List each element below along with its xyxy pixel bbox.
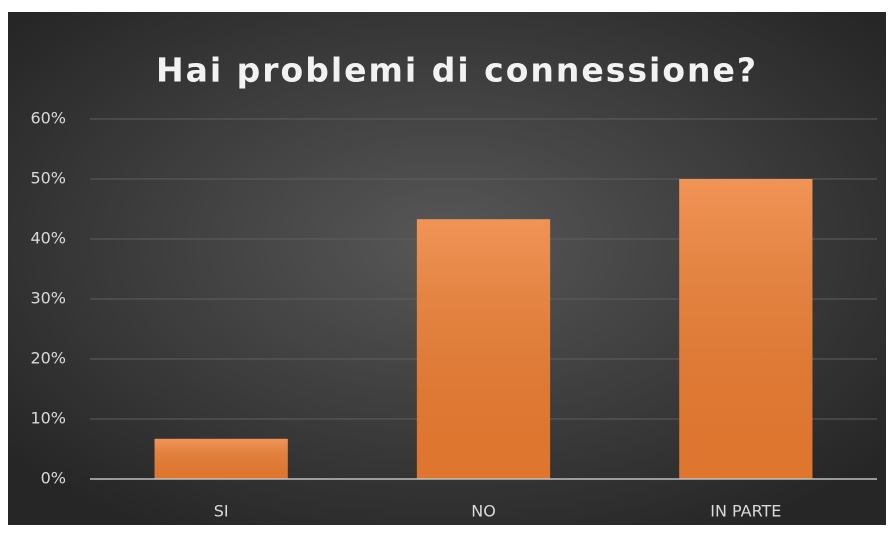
y-tick-label: 50% <box>30 169 66 188</box>
bar <box>679 179 813 479</box>
y-tick-label: 10% <box>30 409 66 428</box>
x-tick-label: IN PARTE <box>710 502 781 521</box>
chart-title: Hai problemi di connessione? <box>156 51 758 90</box>
x-tick-label: SI <box>214 502 229 521</box>
bar <box>154 438 288 479</box>
y-tick-label: 40% <box>30 229 66 248</box>
x-tick-label: NO <box>471 502 496 521</box>
y-tick-label: 0% <box>41 469 66 488</box>
bar <box>416 219 551 479</box>
y-tick-label: 60% <box>30 109 66 128</box>
y-tick-label: 30% <box>30 289 66 308</box>
y-tick-label: 20% <box>30 349 66 368</box>
